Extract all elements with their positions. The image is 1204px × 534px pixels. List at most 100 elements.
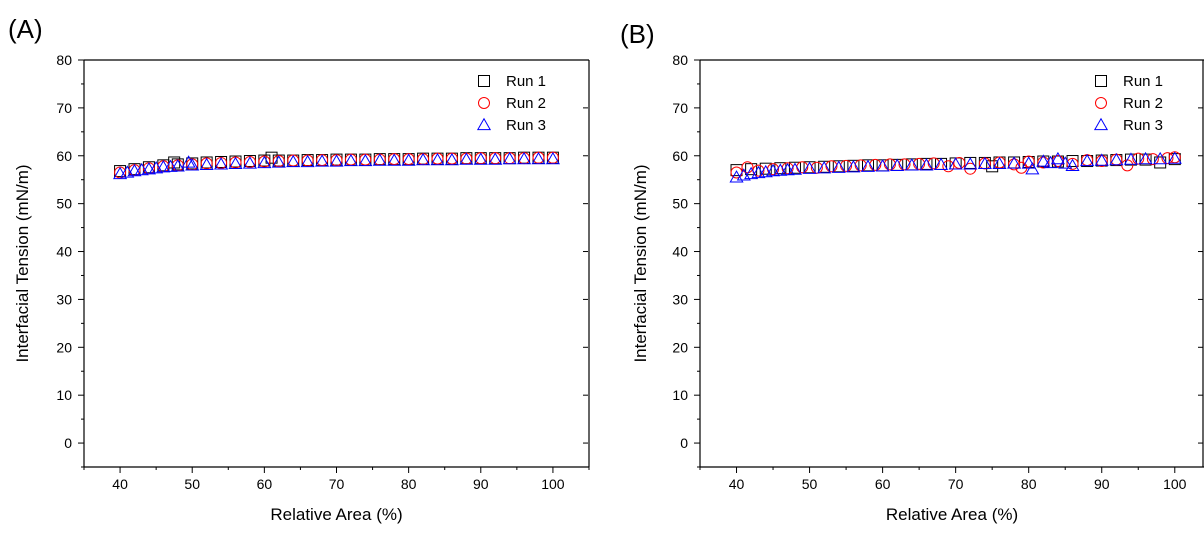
- y-tick-label: 30: [56, 291, 72, 307]
- data-point: [1110, 153, 1123, 166]
- data-point: [780, 162, 795, 176]
- data-point: [1043, 155, 1058, 169]
- x-tick-label: 60: [875, 476, 891, 492]
- data-point: [416, 152, 431, 166]
- legend-marker: [478, 75, 490, 87]
- data-point: [257, 155, 272, 169]
- data-point: [265, 151, 278, 164]
- data-point: [518, 152, 531, 165]
- data-point: [473, 152, 488, 165]
- data-point: [787, 162, 803, 175]
- data-point: [942, 160, 955, 173]
- legend-marker: [1095, 75, 1107, 87]
- legend-marker: [476, 117, 492, 131]
- data-point: [503, 152, 516, 165]
- legend-label: Run 3: [1123, 117, 1163, 134]
- legend-label: Run 2: [506, 95, 546, 112]
- data-point: [817, 161, 832, 174]
- data-point: [286, 154, 301, 168]
- series-3: [729, 151, 1182, 183]
- y-tick-label: 10: [56, 387, 72, 403]
- chart-panel-a: (A) 0 10 20 30 40 50 60 70 80 40 50 60 70 80 90 100 Relat…: [8, 14, 590, 524]
- data-point: [846, 160, 861, 173]
- data-point: [373, 153, 386, 166]
- data-point: [358, 153, 373, 167]
- y-tick-label: 0: [680, 435, 688, 451]
- data-point: [1109, 152, 1124, 166]
- data-point: [875, 159, 890, 172]
- data-point: [163, 159, 178, 172]
- legend-label: Run 2: [1123, 95, 1163, 112]
- data-point: [1025, 161, 1040, 175]
- data-point: [883, 158, 896, 171]
- data-point: [1139, 153, 1152, 166]
- data-point: [401, 153, 416, 166]
- x-tick-label: 40: [729, 476, 745, 492]
- data-point: [802, 161, 817, 174]
- y-tick-label: 10: [672, 387, 688, 403]
- data-point: [1123, 152, 1139, 165]
- data-point: [948, 157, 963, 170]
- data-point: [1058, 156, 1073, 169]
- y-axis-label: Interfacial Tension (mN/m): [13, 164, 32, 362]
- legend-marker: [1093, 117, 1109, 131]
- data-point: [315, 154, 330, 167]
- data-point: [919, 158, 934, 171]
- data-point: [1021, 156, 1036, 169]
- data-point: [1095, 155, 1108, 168]
- data-point: [156, 160, 171, 173]
- data-point: [1080, 153, 1095, 167]
- data-point: [417, 153, 430, 166]
- data-point: [460, 152, 473, 165]
- data-point: [545, 151, 560, 165]
- x-tick-label: 70: [948, 476, 964, 492]
- data-point: [181, 155, 196, 168]
- y-tick-label: 20: [672, 339, 688, 355]
- legend-label: Run 3: [506, 117, 546, 134]
- x-tick-label: 50: [802, 476, 818, 492]
- data-point: [214, 157, 229, 170]
- y-tick-label: 40: [672, 244, 688, 260]
- data-point: [1051, 155, 1064, 168]
- data-point: [933, 157, 949, 171]
- data-point: [730, 166, 743, 179]
- data-point: [186, 158, 199, 171]
- data-point: [773, 163, 788, 176]
- legend: Run 1 Run 2 Run 3: [1093, 73, 1163, 134]
- data-point: [1007, 156, 1022, 169]
- data-point: [1037, 156, 1050, 169]
- data-point: [963, 157, 978, 170]
- data-point: [300, 154, 315, 168]
- data-point: [1050, 151, 1065, 165]
- data-point: [854, 159, 867, 172]
- data-point: [343, 153, 358, 167]
- data-point: [796, 161, 809, 174]
- data-point: [986, 160, 999, 173]
- data-point: [242, 156, 257, 169]
- data-point: [228, 156, 243, 170]
- x-tick-label: 80: [1021, 476, 1037, 492]
- y-tick-label: 50: [56, 196, 72, 212]
- legend: Run 1 Run 2 Run 3: [476, 73, 546, 134]
- data-point: [271, 155, 286, 168]
- data-point: [329, 154, 344, 167]
- x-tick-label: 60: [257, 476, 273, 492]
- x-tick-label: 100: [1163, 476, 1187, 492]
- y-tick-label: 80: [56, 52, 72, 68]
- data-point: [765, 163, 781, 177]
- data-point: [992, 156, 1007, 170]
- data-point: [927, 157, 940, 170]
- data-point: [1146, 153, 1159, 166]
- data-point: [531, 151, 546, 165]
- data-point: [517, 151, 532, 165]
- data-point: [199, 157, 214, 171]
- data-point: [1008, 158, 1021, 171]
- data-point: [810, 161, 823, 174]
- data-point: [869, 158, 882, 171]
- data-point: [459, 152, 474, 165]
- data-point: [1065, 158, 1080, 171]
- legend-label: Run 1: [506, 73, 546, 90]
- data-point: [1132, 152, 1145, 165]
- y-tick-label: 80: [672, 52, 688, 68]
